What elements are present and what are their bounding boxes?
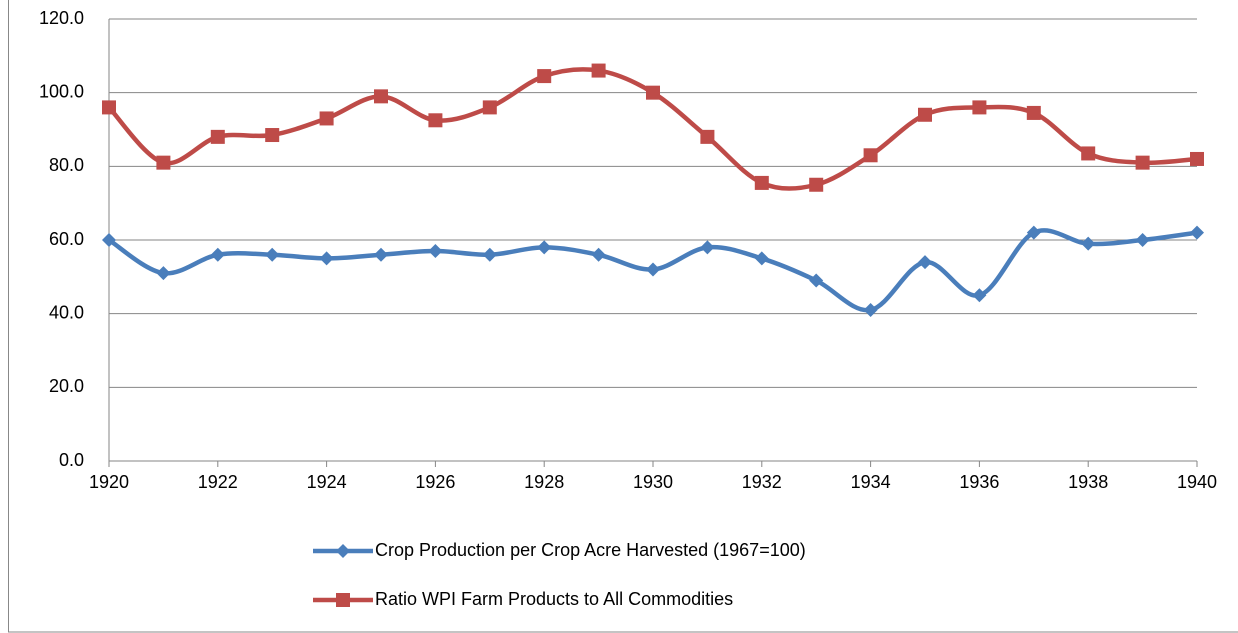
marker [754,175,769,190]
y-tick-label: 100.0 [39,81,84,101]
y-tick-label: 60.0 [49,229,84,249]
marker [1190,225,1204,240]
marker [591,247,606,262]
x-tick-label: 1934 [851,472,891,492]
marker [265,128,280,143]
x-tick-label: 1924 [307,472,347,492]
marker [1135,155,1150,170]
marker [646,262,660,277]
x-tick-label: 1922 [198,472,238,492]
legend-marker [336,544,350,558]
x-tick-label: 1936 [959,472,999,492]
y-tick-label: 20.0 [49,376,84,396]
legend-label: Ratio WPI Farm Products to All Commoditi… [375,589,733,609]
marker [428,244,443,259]
marker [918,107,932,122]
marker [319,111,334,126]
x-tick-label: 1928 [524,472,564,492]
legend-marker [336,593,350,607]
marker [700,240,715,255]
marker [156,266,171,281]
marker [809,177,824,192]
x-tick-label: 1926 [415,472,455,492]
marker [319,251,334,266]
marker [537,240,552,255]
marker [374,89,388,104]
marker [102,100,116,115]
marker [482,100,497,115]
y-tick-label: 80.0 [49,155,84,175]
y-tick-label: 0.0 [59,450,84,470]
marker [646,85,660,100]
marker [210,247,225,262]
y-tick-label: 40.0 [49,302,84,322]
marker [537,69,552,84]
marker [700,129,715,144]
x-tick-label: 1938 [1068,472,1108,492]
marker [1135,233,1150,247]
marker [1081,236,1096,251]
y-tick-label: 120.0 [39,8,84,28]
marker [265,247,280,262]
marker [863,302,878,317]
marker [210,129,225,144]
marker [591,63,606,78]
chart-frame [8,0,1238,633]
marker [1190,151,1204,166]
marker [1081,146,1096,161]
marker [428,113,443,128]
marker [102,233,116,247]
marker [809,273,824,288]
marker [156,155,171,170]
x-tick-label: 1940 [1177,472,1217,492]
marker [374,247,388,262]
legend-label: Crop Production per Crop Acre Harvested … [375,540,806,560]
marker [1026,105,1041,120]
x-tick-label: 1932 [742,472,782,492]
x-tick-label: 1920 [89,472,129,492]
marker [972,288,987,303]
x-tick-label: 1930 [633,472,673,492]
marker [972,100,987,115]
marker [863,148,878,163]
marker [918,255,932,270]
marker [1026,225,1041,240]
series-line [107,228,1198,313]
marker [482,247,497,262]
marker [754,251,769,266]
